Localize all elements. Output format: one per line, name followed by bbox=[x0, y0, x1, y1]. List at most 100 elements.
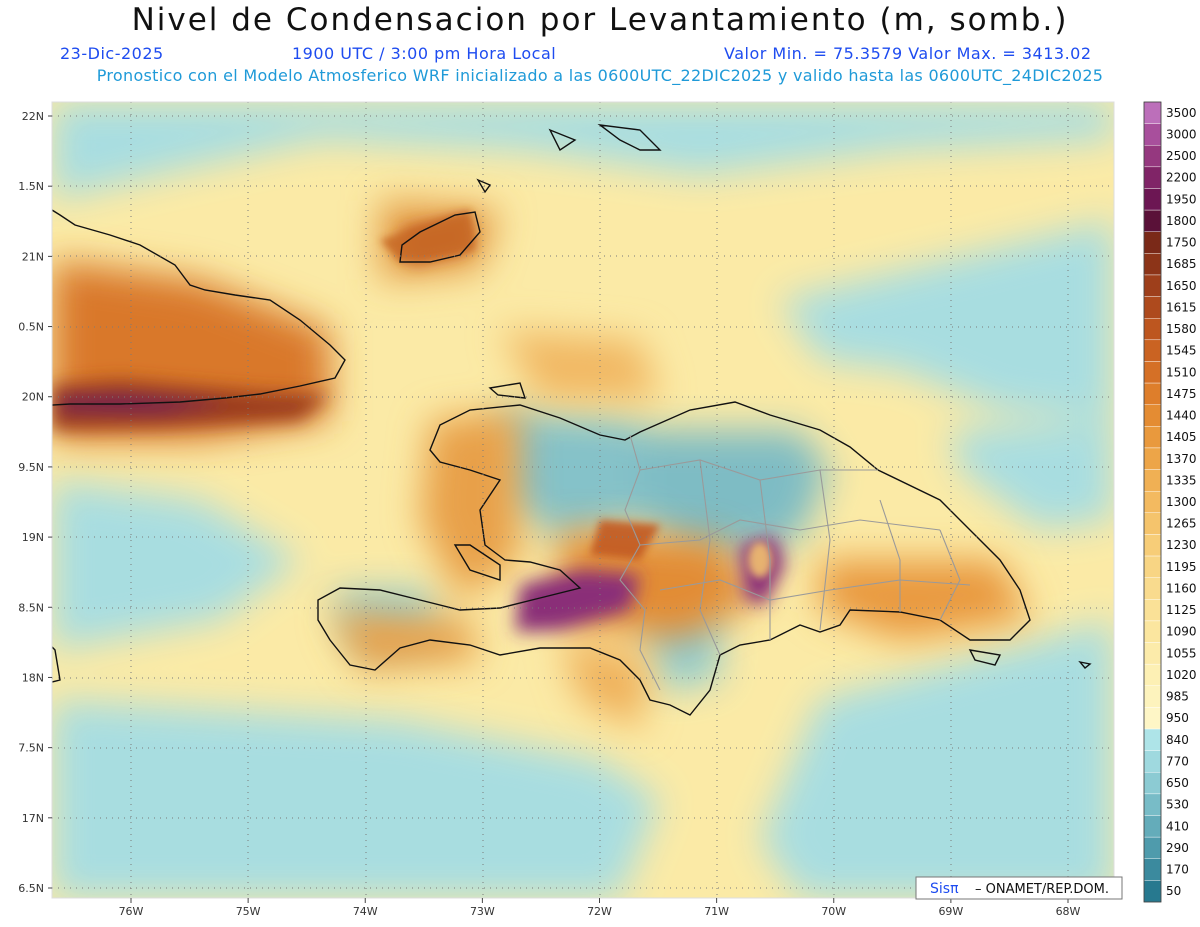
colorbar-label: 290 bbox=[1166, 841, 1189, 855]
province-borders bbox=[619, 434, 971, 691]
lon-tick-label: 70W bbox=[821, 905, 846, 918]
colorbar-label: 1090 bbox=[1166, 625, 1197, 639]
colorbar-swatch bbox=[1143, 836, 1162, 859]
lat-tick-label: 18N bbox=[22, 671, 44, 684]
colorbar-label: 3500 bbox=[1166, 106, 1197, 120]
colorbar-swatch bbox=[1143, 793, 1162, 816]
colorbar-label: 1545 bbox=[1166, 344, 1197, 358]
colorbar-swatch bbox=[1143, 231, 1162, 254]
colorbar-label: 1800 bbox=[1166, 214, 1197, 228]
lon-tick-label: 69W bbox=[938, 905, 963, 918]
colorbar-label: 840 bbox=[1166, 733, 1189, 747]
latitude-axis: 22N 1.5N 21N 0.5N 20N 9.5N 19N 8.5N 18N 7.5N 17N 6.… bbox=[18, 110, 52, 895]
colorbar-swatch bbox=[1143, 534, 1162, 557]
colorbar-swatch bbox=[1143, 685, 1162, 708]
graticule bbox=[52, 102, 1114, 898]
colorbar-label: 1580 bbox=[1166, 322, 1197, 336]
colorbar-label: 1950 bbox=[1166, 192, 1197, 206]
lon-tick-label: 75W bbox=[236, 905, 261, 918]
colorbar-swatch bbox=[1143, 772, 1162, 795]
colorbar-label: 1160 bbox=[1166, 581, 1197, 595]
colorbar-label: 1300 bbox=[1166, 495, 1197, 509]
colorbar-label: 1265 bbox=[1166, 517, 1197, 531]
colorbar-label: 650 bbox=[1166, 776, 1189, 790]
colorbar-swatch bbox=[1143, 209, 1162, 232]
lat-tick-label: 19N bbox=[22, 531, 44, 544]
colorbar-label: 1335 bbox=[1166, 473, 1197, 487]
colorbar-swatch bbox=[1143, 577, 1162, 600]
lon-tick-label: 74W bbox=[353, 905, 378, 918]
colorbar-swatch bbox=[1143, 145, 1162, 168]
lat-tick-label: 0.5N bbox=[18, 321, 44, 334]
colorbar-label: 1440 bbox=[1166, 409, 1197, 423]
colorbar-label: 2200 bbox=[1166, 171, 1197, 185]
lcl-field bbox=[52, 102, 1114, 898]
colorbar: 3500 3000 2500 2200 1950 1800 1750 1685 1650 1615… bbox=[1143, 101, 1197, 903]
colorbar-label: 1055 bbox=[1166, 646, 1197, 660]
colorbar-swatch bbox=[1143, 318, 1162, 341]
colorbar-swatch bbox=[1143, 707, 1162, 730]
colorbar-swatch bbox=[1143, 490, 1162, 514]
colorbar-swatch bbox=[1143, 123, 1162, 146]
colorbar-swatch bbox=[1143, 858, 1162, 881]
colorbar-swatch bbox=[1143, 296, 1162, 319]
colorbar-swatch bbox=[1143, 599, 1162, 622]
colorbar-label: 1685 bbox=[1166, 257, 1197, 271]
colorbar-swatch bbox=[1143, 750, 1162, 773]
plot-frame bbox=[51, 101, 1115, 899]
colorbar-label: 170 bbox=[1166, 863, 1189, 877]
colorbar-swatch bbox=[1143, 382, 1162, 405]
lon-tick-label: 68W bbox=[1056, 905, 1081, 918]
colorbar-swatch bbox=[1143, 188, 1162, 211]
colorbar-swatch bbox=[1143, 728, 1162, 751]
colorbar-label: 50 bbox=[1166, 884, 1181, 898]
colorbar-swatch bbox=[1143, 642, 1162, 665]
colorbar-swatch bbox=[1143, 426, 1162, 449]
colorbar-swatch bbox=[1143, 815, 1162, 838]
credit-brand: Sisπ bbox=[930, 881, 959, 897]
credit-box: Sisπ – ONAMET/REP.DOM. bbox=[915, 876, 1123, 900]
forecast-subtitle: Pronostico con el Modelo Atmosferico WRF… bbox=[96, 66, 1104, 85]
colorbar-label: 950 bbox=[1166, 711, 1189, 725]
colorbar-label: 1510 bbox=[1166, 365, 1197, 379]
colorbar-swatch bbox=[1143, 555, 1162, 578]
colorbar-swatch bbox=[1143, 447, 1162, 470]
lat-tick-label: 7.5N bbox=[18, 742, 44, 755]
colorbar-label: 1230 bbox=[1166, 538, 1197, 552]
colorbar-swatch bbox=[1143, 880, 1162, 903]
lat-tick-label: 1.5N bbox=[18, 180, 44, 193]
colorbar-label: 3000 bbox=[1166, 127, 1197, 141]
lat-tick-label: 22N bbox=[22, 110, 44, 123]
colorbar-label: 1370 bbox=[1166, 452, 1197, 466]
colorbar-label: 1475 bbox=[1166, 387, 1197, 401]
forecast-time: 1900 UTC / 3:00 pm Hora Local bbox=[292, 44, 557, 63]
colorbar-label: 1615 bbox=[1166, 300, 1197, 314]
lat-tick-label: 8.5N bbox=[18, 601, 44, 614]
colorbar-swatch bbox=[1143, 512, 1162, 535]
colorbar-label: 410 bbox=[1166, 819, 1189, 833]
colorbar-label: 2500 bbox=[1166, 149, 1197, 163]
lat-tick-label: 20N bbox=[22, 391, 44, 404]
longitude-axis: 76W 75W 74W 73W 72W 71W 70W 69W 68W bbox=[119, 898, 1081, 918]
lat-tick-label: 21N bbox=[22, 250, 44, 263]
colorbar-label: 530 bbox=[1166, 798, 1189, 812]
colorbar-swatch bbox=[1143, 469, 1162, 492]
lon-tick-label: 76W bbox=[119, 905, 144, 918]
min-max-values: Valor Min. = 75.3579 Valor Max. = 3413.0… bbox=[724, 44, 1092, 63]
forecast-date: 23-Dic-2025 bbox=[60, 44, 164, 63]
lon-tick-label: 72W bbox=[587, 905, 612, 918]
colorbar-swatch bbox=[1143, 361, 1162, 384]
colorbar-label: 1125 bbox=[1166, 603, 1197, 617]
colorbar-swatch bbox=[1143, 166, 1162, 189]
credit-org: – ONAMET/REP.DOM. bbox=[975, 882, 1109, 897]
colorbar-swatch bbox=[1143, 339, 1162, 362]
colorbar-label: 1650 bbox=[1166, 279, 1197, 293]
coastlines bbox=[52, 123, 1092, 716]
colorbar-swatch bbox=[1143, 274, 1162, 297]
colorbar-label: 985 bbox=[1166, 690, 1189, 704]
lat-tick-label: 6.5N bbox=[18, 882, 44, 895]
colorbar-label: 1020 bbox=[1166, 668, 1197, 682]
colorbar-swatch bbox=[1143, 253, 1162, 276]
map-title: Nivel de Condensacion por Levantamiento … bbox=[131, 2, 1069, 38]
